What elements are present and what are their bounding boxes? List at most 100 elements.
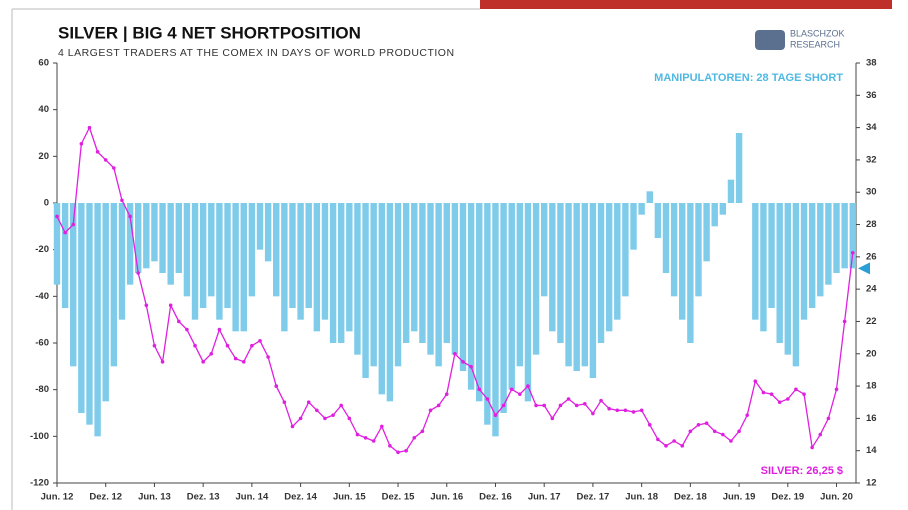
x-tick-label: Jun. 18 xyxy=(625,492,658,503)
bar xyxy=(94,203,101,437)
y-tick-label: -60 xyxy=(35,338,49,349)
bar xyxy=(630,203,637,250)
bar xyxy=(143,203,150,269)
line-point xyxy=(160,360,165,364)
annotation: MANIPULATOREN: 28 TAGE SHORT xyxy=(654,72,843,84)
y-tick-label: 0 xyxy=(44,198,49,209)
bar xyxy=(670,203,678,297)
y-tick-label: -20 xyxy=(35,244,49,255)
line-point xyxy=(298,416,303,421)
bar xyxy=(817,203,824,297)
x-tick-label: Jun. 15 xyxy=(333,492,366,503)
line-point xyxy=(412,435,417,440)
bar xyxy=(61,203,69,308)
bar xyxy=(776,203,783,343)
line-point xyxy=(534,403,538,408)
y-tick-label: -120 xyxy=(30,478,49,489)
line-point xyxy=(209,351,214,356)
bar xyxy=(752,203,759,320)
line-point xyxy=(493,413,498,417)
x-tick-label: Jun. 12 xyxy=(41,492,74,503)
bar xyxy=(248,203,256,297)
bar xyxy=(110,203,118,367)
line-point xyxy=(331,413,335,417)
line-point xyxy=(79,141,84,146)
line-point xyxy=(721,432,725,437)
line-point xyxy=(339,403,344,408)
bar xyxy=(443,203,450,343)
line-point xyxy=(63,230,67,235)
bar xyxy=(297,203,304,320)
bar xyxy=(208,203,215,297)
line-point xyxy=(388,444,392,448)
bar xyxy=(459,203,467,371)
line-point xyxy=(444,392,449,396)
line-point xyxy=(737,429,741,434)
bar xyxy=(216,203,223,320)
x-tick-label: Dez. 14 xyxy=(284,492,317,503)
y2-tick-label: 24 xyxy=(866,284,877,295)
x-tick-label: Jun. 20 xyxy=(820,492,853,503)
line-point xyxy=(518,392,522,396)
bar xyxy=(800,203,808,320)
line-point xyxy=(623,408,628,413)
y-tick-label: 20 xyxy=(38,151,49,162)
y2-tick-label: 26 xyxy=(866,251,877,262)
y2-tick-label: 32 xyxy=(866,154,877,165)
bar xyxy=(394,203,402,367)
x-tick-label: Dez. 19 xyxy=(771,492,804,503)
x-tick-label: Dez. 18 xyxy=(674,492,707,503)
x-tick-label: Dez. 13 xyxy=(187,492,220,503)
line-point xyxy=(103,158,108,162)
y2-tick-label: 16 xyxy=(866,413,877,424)
line-point xyxy=(656,437,660,442)
line-point xyxy=(769,392,774,396)
x-tick-label: Jun. 14 xyxy=(236,492,269,503)
bar xyxy=(240,203,247,332)
bar xyxy=(784,203,791,355)
x-tick-label: Dez. 17 xyxy=(577,492,610,503)
bar xyxy=(825,203,832,285)
y2-tick-label: 20 xyxy=(866,348,877,359)
line-point xyxy=(258,339,262,343)
bar xyxy=(354,203,361,355)
bar xyxy=(508,203,515,390)
bar xyxy=(581,203,588,367)
bar xyxy=(614,203,621,320)
y2-tick-label: 28 xyxy=(866,219,877,230)
bar xyxy=(256,203,264,250)
chart-subtitle: 4 LARGEST TRADERS AT THE COMEX IN DAYS O… xyxy=(58,47,455,59)
bar xyxy=(70,203,77,367)
line-point xyxy=(241,360,246,364)
bar xyxy=(768,203,775,308)
x-tick-label: Jun. 16 xyxy=(430,492,463,503)
bar xyxy=(102,203,109,402)
line-point xyxy=(436,403,441,408)
bar xyxy=(589,203,597,378)
annotation: SILVER: 26,25 $ xyxy=(761,465,843,477)
bar xyxy=(622,203,629,297)
line-point xyxy=(315,408,319,413)
line-point xyxy=(631,410,636,414)
line-point xyxy=(810,445,814,450)
bar xyxy=(289,203,296,308)
bar xyxy=(362,203,369,378)
line-point xyxy=(453,351,457,356)
line-point xyxy=(688,429,693,434)
line-point xyxy=(826,416,831,421)
current-marker xyxy=(858,262,870,275)
line-point xyxy=(615,408,620,413)
bar xyxy=(638,203,645,215)
line-point xyxy=(729,439,733,443)
bar xyxy=(167,203,174,285)
bar xyxy=(549,203,556,332)
bar xyxy=(476,203,483,402)
line-point xyxy=(371,439,376,443)
y2-tick-label: 12 xyxy=(866,478,877,489)
bar xyxy=(402,203,410,343)
line-point xyxy=(509,387,514,392)
x-tick-label: Dez. 15 xyxy=(382,492,415,503)
line-point xyxy=(583,402,587,406)
bar xyxy=(605,203,613,332)
